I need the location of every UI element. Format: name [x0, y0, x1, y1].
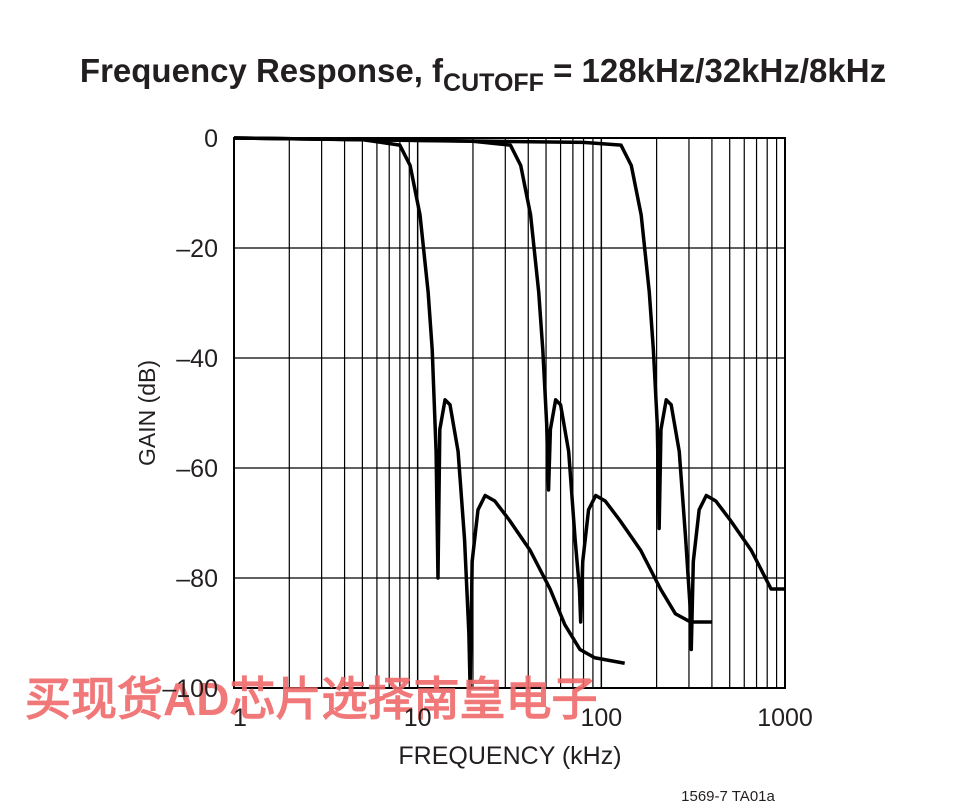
plot	[233, 136, 785, 690]
series-line	[233, 136, 785, 652]
y-tick-label: –60	[176, 455, 218, 483]
y-tick-label: –80	[176, 565, 218, 593]
title-part: Frequency Response, f	[80, 52, 444, 89]
x-tick-label: 100	[580, 704, 622, 732]
y-axis-label: GAIN (dB)	[134, 360, 160, 466]
y-tick-label: –100	[162, 675, 218, 703]
title-part: = 128kHz/32kHz/8kHz	[544, 52, 886, 89]
y-tick-label: 0	[204, 125, 218, 153]
footnote: 1569-7 TA01a	[681, 788, 775, 805]
x-tick-label: 1	[233, 704, 247, 732]
y-tick-label: –40	[176, 345, 218, 373]
y-tick-label: –20	[176, 235, 218, 263]
x-tick-label: 1000	[757, 704, 813, 732]
series-line	[233, 136, 625, 690]
watermark: 买现货AD芯片选择南皇电子	[25, 673, 597, 725]
grid	[233, 137, 786, 689]
x-tick-label: 10	[404, 704, 432, 732]
title-subscript: CUTOFF	[443, 69, 544, 97]
x-axis-label: FREQUENCY (kHz)	[398, 742, 621, 770]
series-line	[233, 136, 712, 624]
plot-frame	[233, 137, 786, 689]
chart-title: Frequency Response, fCUTOFF = 128kHz/32k…	[80, 52, 886, 97]
